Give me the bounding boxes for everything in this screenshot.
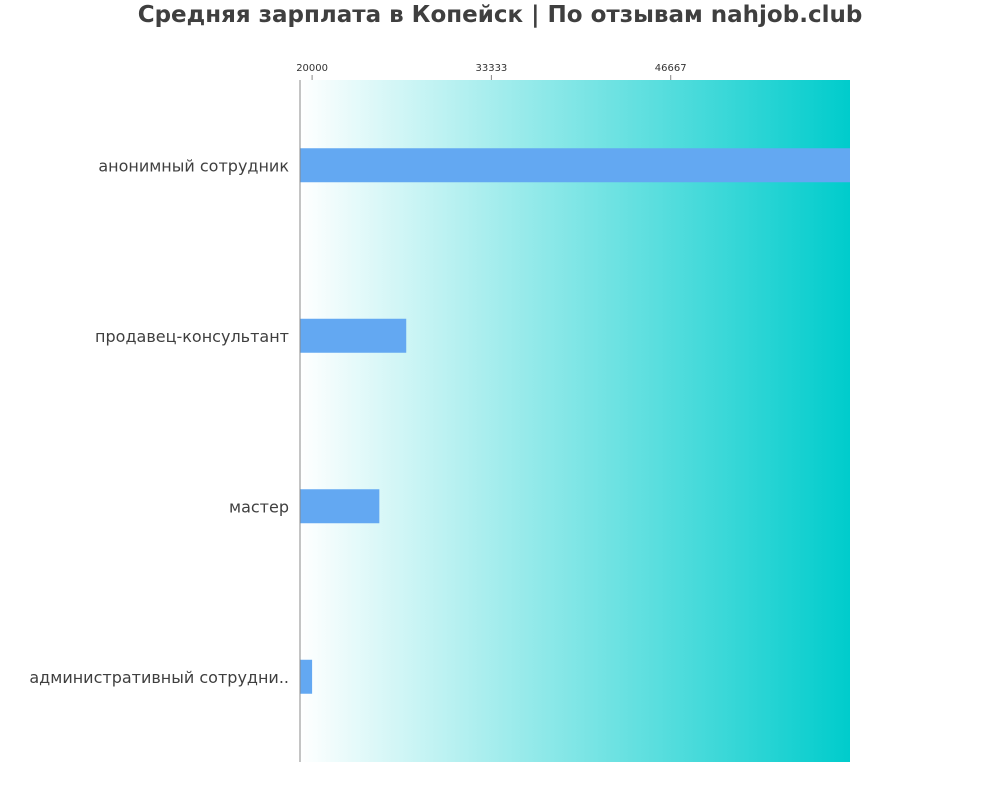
x-tick-label: 33333	[475, 63, 507, 74]
category-label: мастер	[229, 497, 289, 516]
x-axis-ticks: 20000 33333 46667	[296, 63, 687, 80]
bar	[300, 659, 313, 694]
category-label: продавец-консультант	[95, 327, 289, 346]
category-labels: анонимный сотрудник продавец-консультант м…	[29, 156, 289, 687]
bar	[300, 148, 850, 183]
category-label: административный сотрудни..	[29, 668, 289, 687]
x-tick-label: 46667	[655, 63, 687, 74]
bar	[300, 318, 407, 353]
bar	[300, 489, 380, 524]
chart-title: Средняя зарплата в Копейск | По отзывам …	[137, 2, 863, 28]
plot-background	[300, 80, 850, 762]
x-tick-label: 20000	[296, 63, 328, 74]
bars	[300, 148, 850, 694]
category-label: анонимный сотрудник	[98, 156, 289, 175]
